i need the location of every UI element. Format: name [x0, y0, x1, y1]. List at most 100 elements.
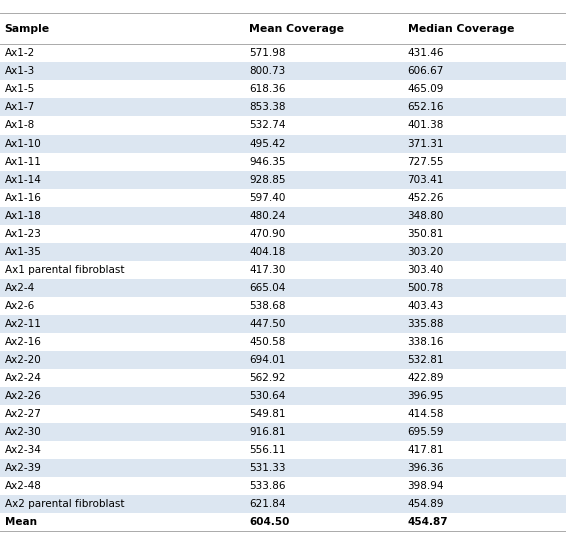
- FancyBboxPatch shape: [0, 297, 566, 315]
- FancyBboxPatch shape: [0, 135, 566, 153]
- Text: 447.50: 447.50: [249, 319, 285, 329]
- Text: 303.40: 303.40: [408, 265, 444, 275]
- Text: 480.24: 480.24: [249, 211, 285, 221]
- Text: 556.11: 556.11: [249, 445, 285, 455]
- FancyBboxPatch shape: [0, 261, 566, 279]
- Text: Ax1-7: Ax1-7: [5, 103, 35, 113]
- Text: 618.36: 618.36: [249, 84, 285, 95]
- Text: Ax2-27: Ax2-27: [5, 409, 41, 419]
- Text: 303.20: 303.20: [408, 247, 444, 257]
- Text: Ax1 parental fibroblast: Ax1 parental fibroblast: [5, 265, 124, 275]
- Text: Mean Coverage: Mean Coverage: [249, 24, 344, 34]
- Text: 604.50: 604.50: [249, 517, 289, 527]
- Text: Ax2-26: Ax2-26: [5, 391, 41, 401]
- Text: 470.90: 470.90: [249, 229, 285, 239]
- Text: 404.18: 404.18: [249, 247, 285, 257]
- Text: 465.09: 465.09: [408, 84, 444, 95]
- Text: 338.16: 338.16: [408, 337, 444, 347]
- Text: Ax2-16: Ax2-16: [5, 337, 41, 347]
- Text: 946.35: 946.35: [249, 156, 285, 167]
- Text: Ax2-30: Ax2-30: [5, 427, 41, 437]
- FancyBboxPatch shape: [0, 333, 566, 351]
- Text: Ax2-20: Ax2-20: [5, 355, 41, 365]
- FancyBboxPatch shape: [0, 225, 566, 243]
- Text: 853.38: 853.38: [249, 103, 285, 113]
- FancyBboxPatch shape: [0, 62, 566, 81]
- FancyBboxPatch shape: [0, 153, 566, 170]
- Text: 431.46: 431.46: [408, 49, 444, 58]
- FancyBboxPatch shape: [0, 351, 566, 369]
- FancyBboxPatch shape: [0, 81, 566, 98]
- Text: Ax2-48: Ax2-48: [5, 481, 41, 491]
- Text: Ax2-6: Ax2-6: [5, 301, 35, 311]
- FancyBboxPatch shape: [0, 44, 566, 62]
- Text: 549.81: 549.81: [249, 409, 285, 419]
- Text: Ax2-24: Ax2-24: [5, 373, 41, 383]
- Text: 562.92: 562.92: [249, 373, 285, 383]
- Text: Mean: Mean: [5, 517, 37, 527]
- Text: 571.98: 571.98: [249, 49, 285, 58]
- Text: 665.04: 665.04: [249, 283, 285, 293]
- Text: 800.73: 800.73: [249, 66, 285, 76]
- FancyBboxPatch shape: [0, 423, 566, 441]
- Text: Ax1-10: Ax1-10: [5, 138, 41, 148]
- Text: Ax1-23: Ax1-23: [5, 229, 41, 239]
- FancyBboxPatch shape: [0, 387, 566, 405]
- Text: Ax1-2: Ax1-2: [5, 49, 35, 58]
- Text: 371.31: 371.31: [408, 138, 444, 148]
- Text: Ax1-5: Ax1-5: [5, 84, 35, 95]
- Text: 350.81: 350.81: [408, 229, 444, 239]
- FancyBboxPatch shape: [0, 207, 566, 225]
- Text: 532.81: 532.81: [408, 355, 444, 365]
- FancyBboxPatch shape: [0, 279, 566, 297]
- Text: 454.87: 454.87: [408, 517, 448, 527]
- Text: 530.64: 530.64: [249, 391, 285, 401]
- Text: 928.85: 928.85: [249, 175, 285, 185]
- Text: Ax2-11: Ax2-11: [5, 319, 41, 329]
- Text: 335.88: 335.88: [408, 319, 444, 329]
- Text: 531.33: 531.33: [249, 463, 285, 473]
- FancyBboxPatch shape: [0, 189, 566, 207]
- Text: Ax1-3: Ax1-3: [5, 66, 35, 76]
- Text: 422.89: 422.89: [408, 373, 444, 383]
- FancyBboxPatch shape: [0, 495, 566, 513]
- Text: 403.43: 403.43: [408, 301, 444, 311]
- Text: 621.84: 621.84: [249, 499, 285, 509]
- Text: 533.86: 533.86: [249, 481, 285, 491]
- Text: 916.81: 916.81: [249, 427, 285, 437]
- Text: 727.55: 727.55: [408, 156, 444, 167]
- FancyBboxPatch shape: [0, 459, 566, 477]
- Text: 414.58: 414.58: [408, 409, 444, 419]
- Text: Ax2-34: Ax2-34: [5, 445, 41, 455]
- FancyBboxPatch shape: [0, 98, 566, 116]
- Text: 398.94: 398.94: [408, 481, 444, 491]
- Text: 532.74: 532.74: [249, 121, 285, 130]
- Text: Median Coverage: Median Coverage: [408, 24, 514, 34]
- Text: 417.30: 417.30: [249, 265, 285, 275]
- Text: Ax2-4: Ax2-4: [5, 283, 35, 293]
- Text: 703.41: 703.41: [408, 175, 444, 185]
- Text: Ax1-18: Ax1-18: [5, 211, 41, 221]
- Text: 500.78: 500.78: [408, 283, 444, 293]
- Text: Ax1-8: Ax1-8: [5, 121, 35, 130]
- Text: 348.80: 348.80: [408, 211, 444, 221]
- Text: 695.59: 695.59: [408, 427, 444, 437]
- Text: Ax1-16: Ax1-16: [5, 193, 41, 202]
- FancyBboxPatch shape: [0, 13, 566, 44]
- Text: 694.01: 694.01: [249, 355, 285, 365]
- Text: 597.40: 597.40: [249, 193, 285, 202]
- Text: 495.42: 495.42: [249, 138, 285, 148]
- FancyBboxPatch shape: [0, 315, 566, 333]
- Text: 417.81: 417.81: [408, 445, 444, 455]
- Text: Ax2-39: Ax2-39: [5, 463, 41, 473]
- FancyBboxPatch shape: [0, 405, 566, 423]
- Text: 450.58: 450.58: [249, 337, 285, 347]
- Text: 538.68: 538.68: [249, 301, 285, 311]
- Text: 396.95: 396.95: [408, 391, 444, 401]
- Text: 452.26: 452.26: [408, 193, 444, 202]
- Text: 652.16: 652.16: [408, 103, 444, 113]
- FancyBboxPatch shape: [0, 369, 566, 387]
- Text: Sample: Sample: [5, 24, 50, 34]
- FancyBboxPatch shape: [0, 513, 566, 531]
- Text: Ax2 parental fibroblast: Ax2 parental fibroblast: [5, 499, 124, 509]
